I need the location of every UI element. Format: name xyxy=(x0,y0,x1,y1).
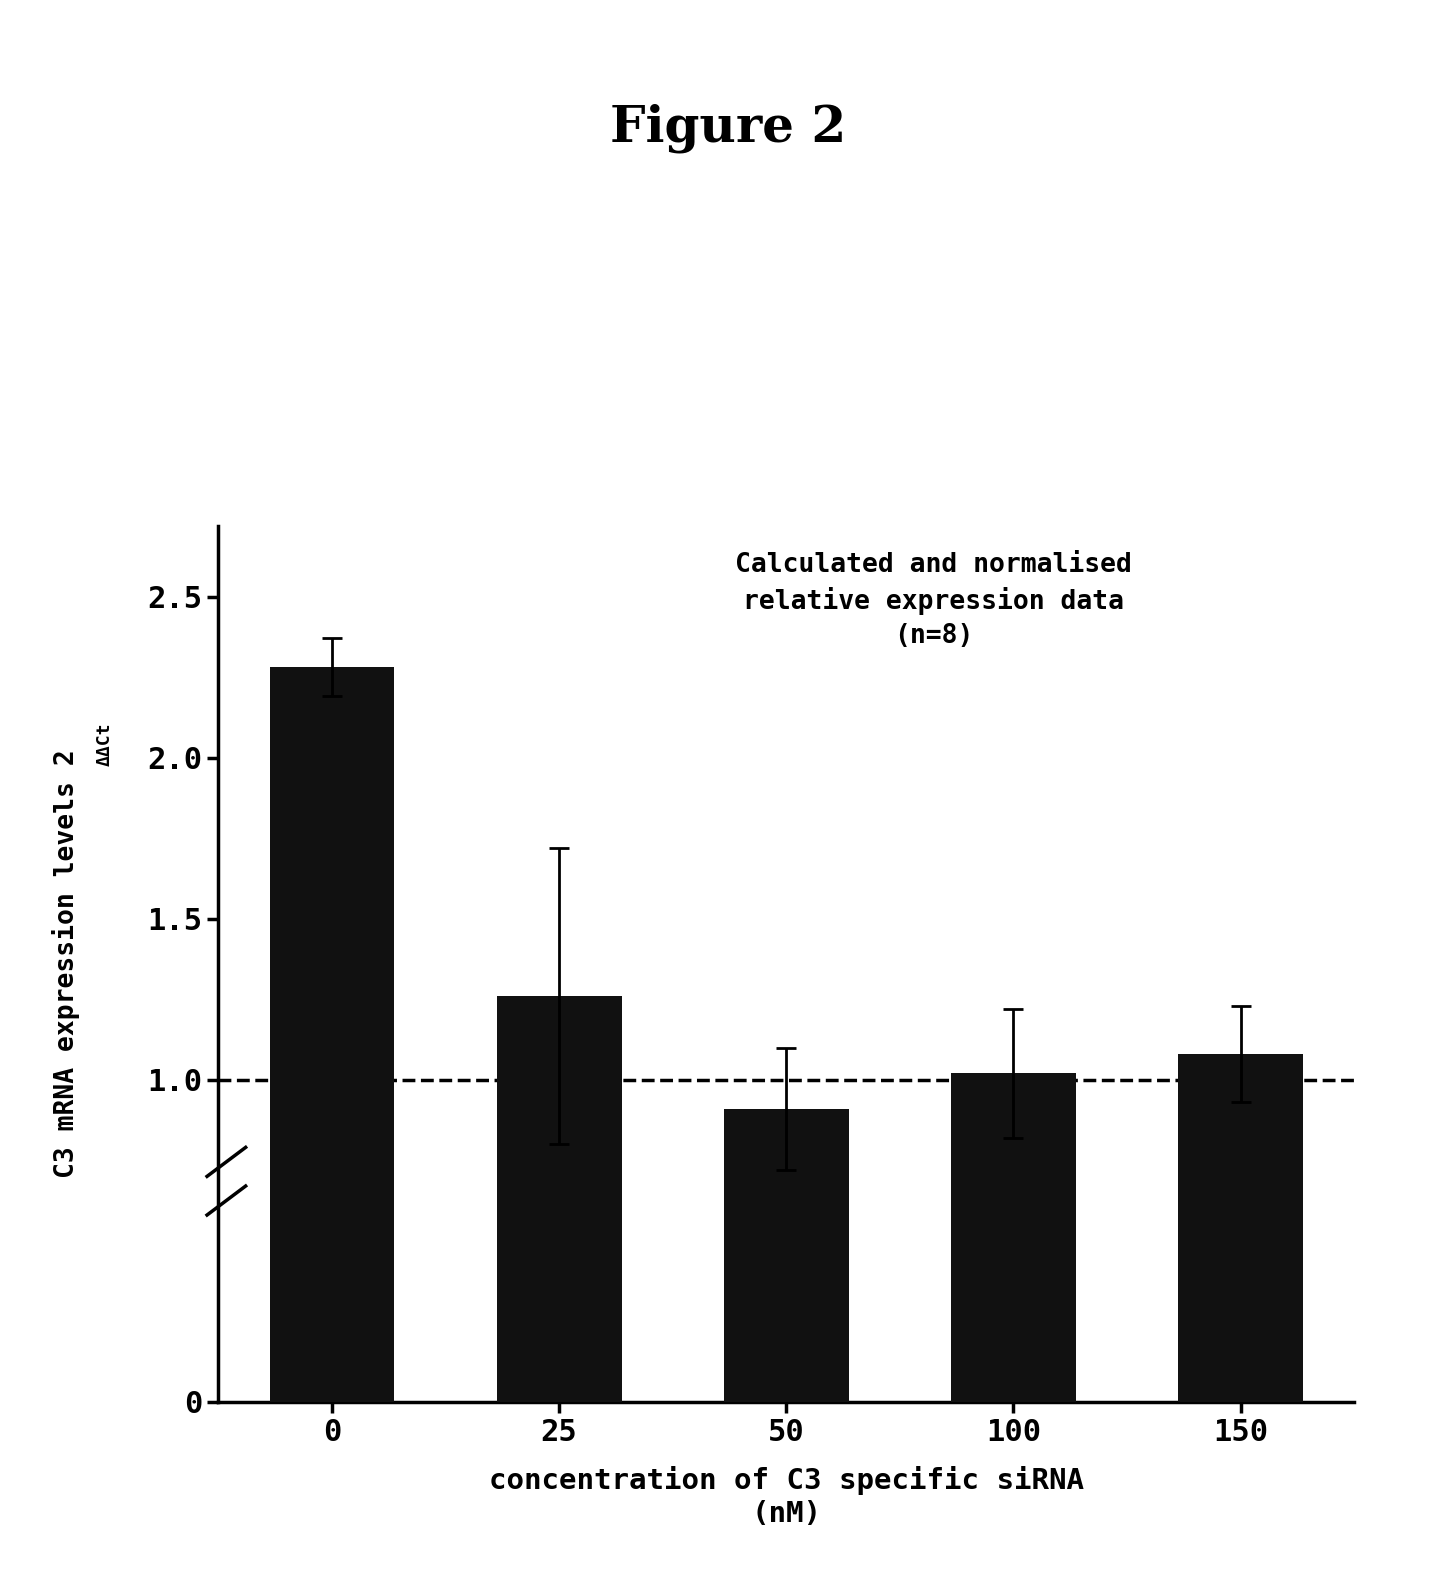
Text: C3 mRNA expression levels 2: C3 mRNA expression levels 2 xyxy=(51,749,80,1179)
Text: ΔΔCt: ΔΔCt xyxy=(96,722,114,766)
Bar xyxy=(496,996,622,1402)
Bar xyxy=(724,1109,849,1402)
Bar xyxy=(951,1074,1076,1402)
X-axis label: concentration of C3 specific siRNA
(nM): concentration of C3 specific siRNA (nM) xyxy=(489,1466,1083,1528)
Text: Calculated and normalised
relative expression data
(n=8): Calculated and normalised relative expre… xyxy=(735,551,1133,648)
Bar xyxy=(269,667,395,1402)
Bar xyxy=(1178,1055,1303,1402)
Text: Figure 2: Figure 2 xyxy=(610,104,846,153)
